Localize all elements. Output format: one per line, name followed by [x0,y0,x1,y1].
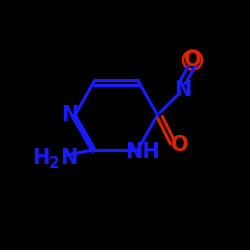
Text: 2: 2 [49,156,60,171]
Text: N: N [174,80,191,100]
Text: N: N [60,148,78,168]
Text: NH: NH [125,142,160,163]
Text: N: N [61,105,79,125]
Text: O: O [171,135,189,155]
Text: O: O [184,50,201,70]
Text: H: H [32,148,50,168]
